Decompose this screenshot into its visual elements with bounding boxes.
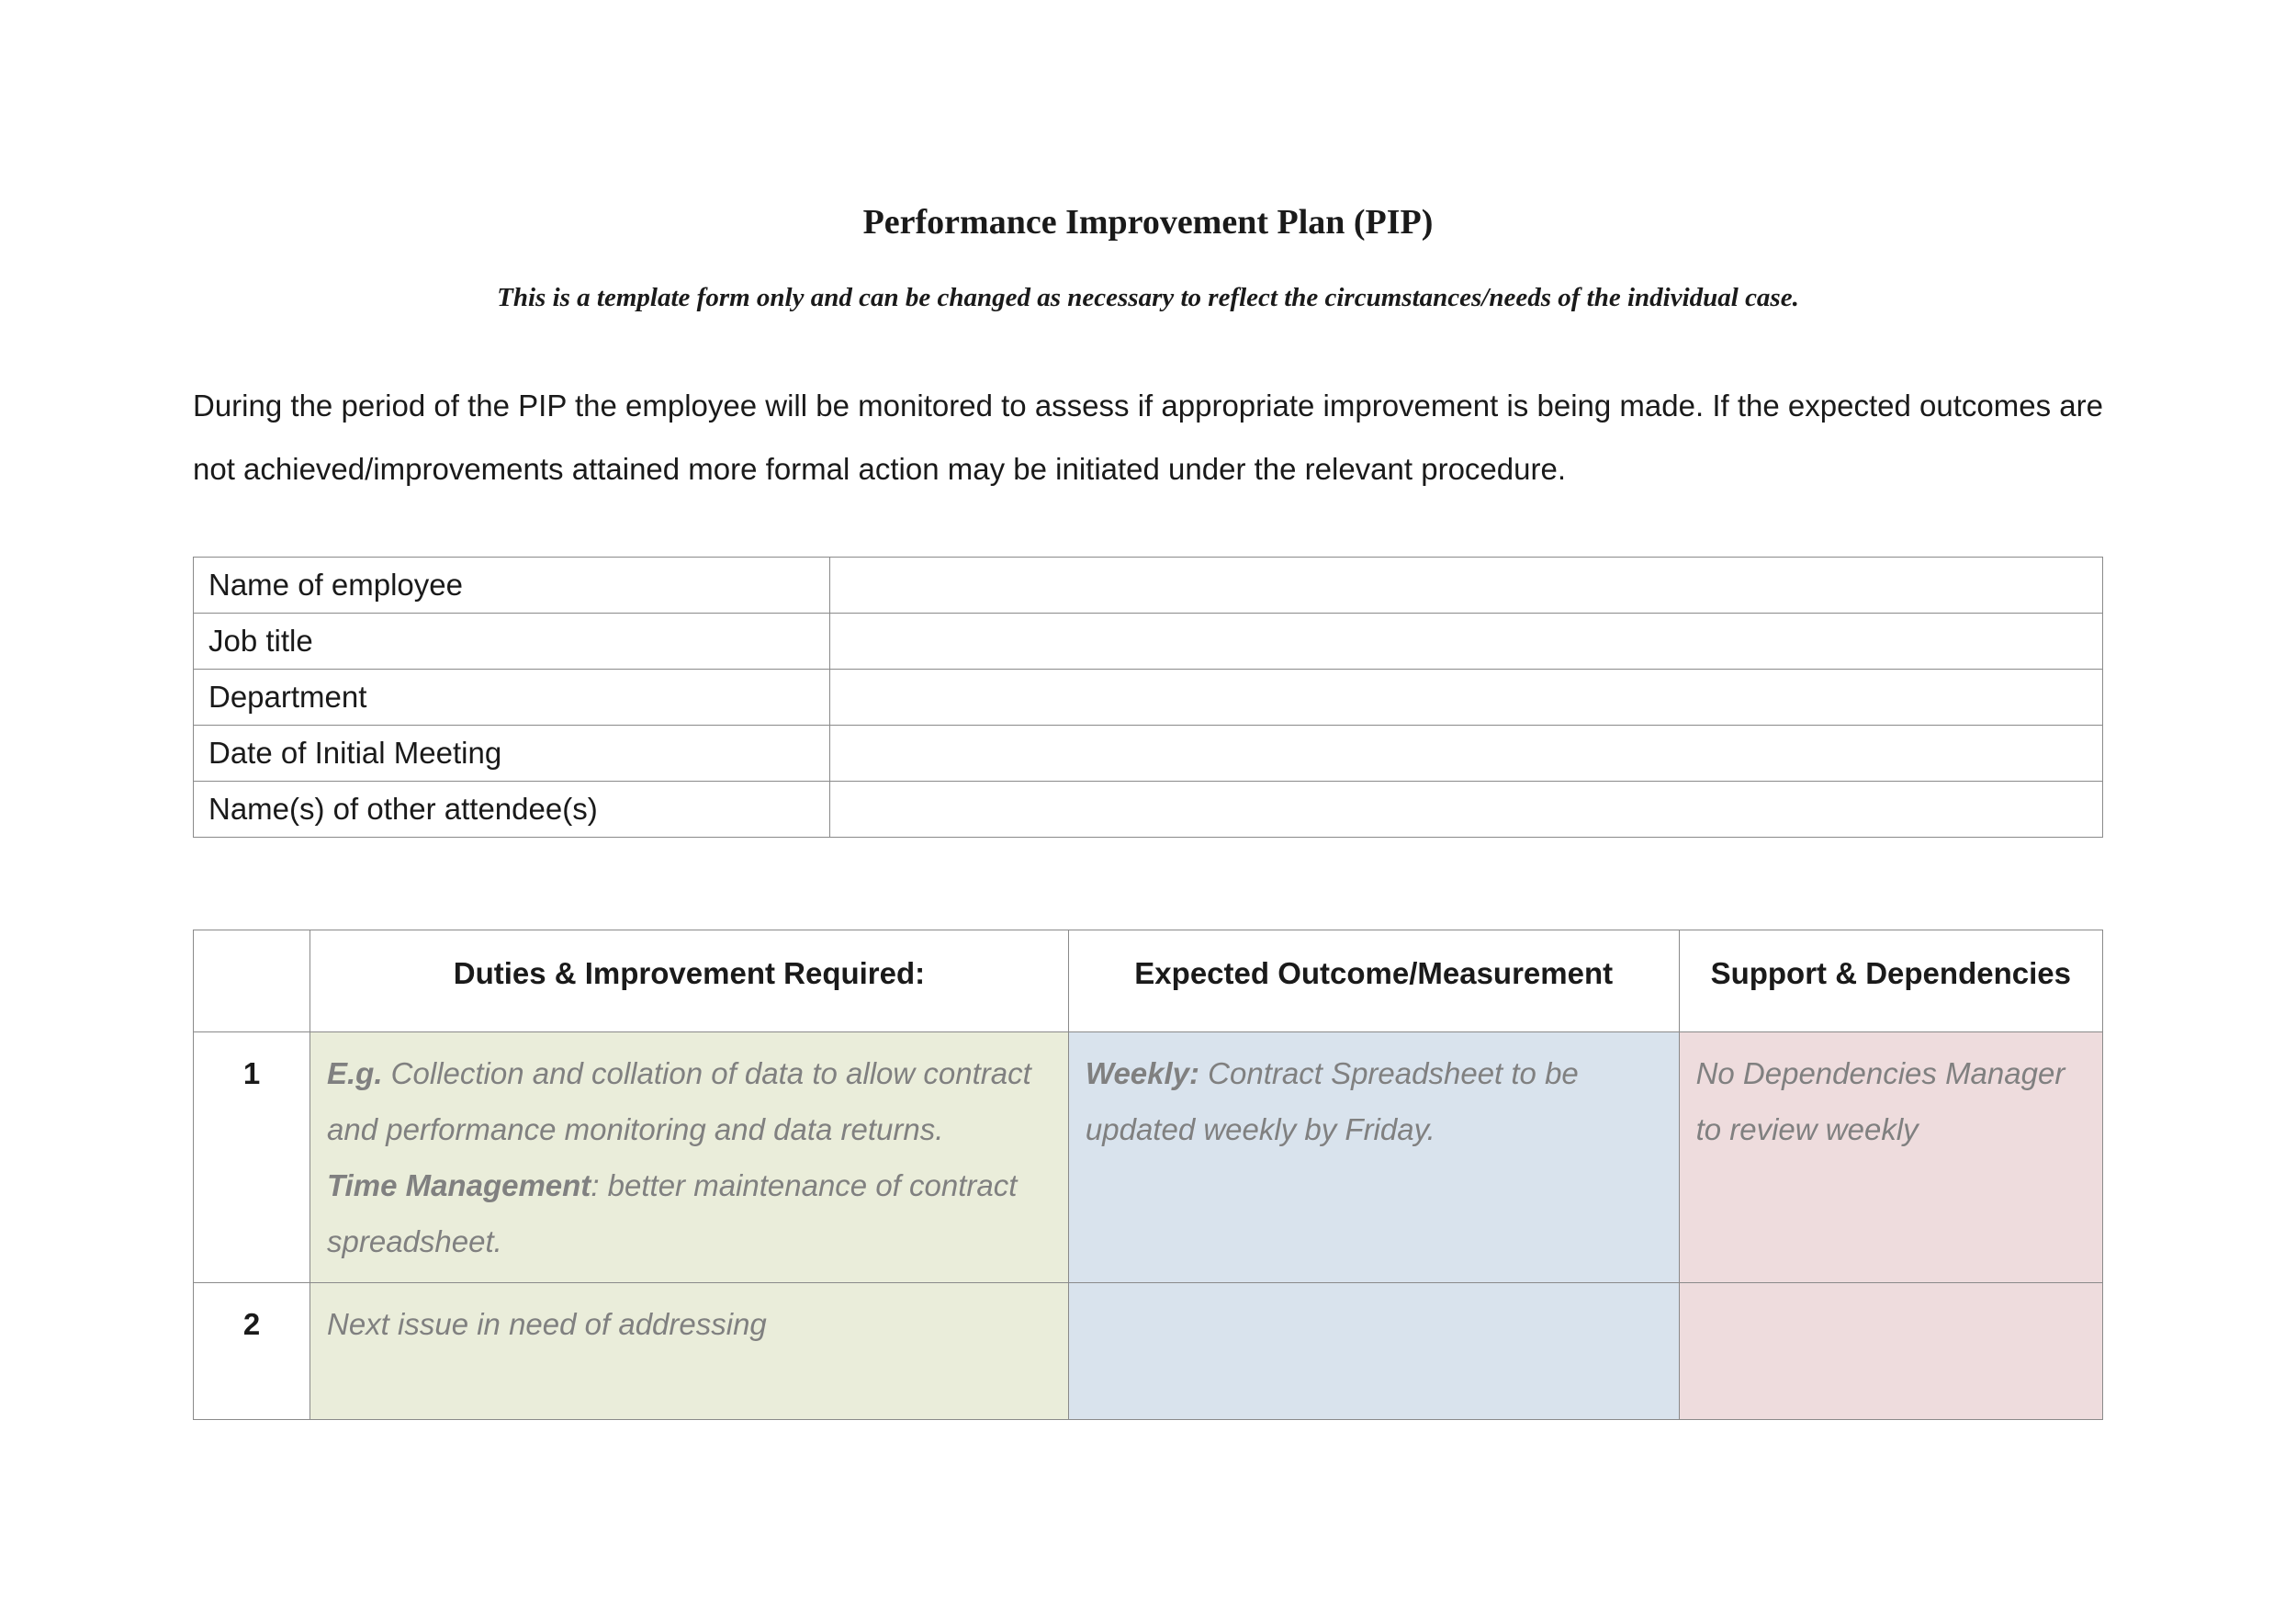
info-label: Date of Initial Meeting xyxy=(194,725,830,781)
info-label: Department xyxy=(194,669,830,725)
info-value xyxy=(830,613,2103,669)
doc-title: Performance Improvement Plan (PIP) xyxy=(193,202,2103,242)
info-row: Name of employee xyxy=(194,557,2103,613)
support-text: No Dependencies Manager to review weekly xyxy=(1696,1056,2065,1146)
col-header-outcome: Expected Outcome/Measurement xyxy=(1068,930,1679,1031)
info-row: Job title xyxy=(194,613,2103,669)
row-num: 1 xyxy=(194,1031,310,1282)
cell-outcome: Weekly: Contract Spreadsheet to be updat… xyxy=(1068,1031,1679,1282)
eg-text: Collection and collation of data to allo… xyxy=(327,1056,1031,1146)
cell-support xyxy=(1679,1282,2102,1419)
cell-outcome xyxy=(1068,1282,1679,1419)
duties-text: E.g. Collection and collation of data to… xyxy=(327,1056,1031,1258)
cell-duties: E.g. Collection and collation of data to… xyxy=(310,1031,1069,1282)
main-table-row: 2 Next issue in need of addressing xyxy=(194,1282,2103,1419)
info-value xyxy=(830,669,2103,725)
info-label: Name(s) of other attendee(s) xyxy=(194,781,830,837)
weekly-label: Weekly: xyxy=(1086,1056,1199,1090)
col-header-duties: Duties & Improvement Required: xyxy=(310,930,1069,1031)
outcome-text: Weekly: Contract Spreadsheet to be updat… xyxy=(1086,1056,1579,1146)
info-label: Job title xyxy=(194,613,830,669)
doc-subtitle: This is a template form only and can be … xyxy=(193,283,2103,313)
cell-duties: Next issue in need of addressing xyxy=(310,1282,1069,1419)
info-row: Name(s) of other attendee(s) xyxy=(194,781,2103,837)
tm-label: Time Management xyxy=(327,1168,591,1202)
info-row: Department xyxy=(194,669,2103,725)
eg-prefix: E.g. xyxy=(327,1056,383,1090)
doc-paragraph: During the period of the PIP the employe… xyxy=(193,374,2103,502)
duties-text: Next issue in need of addressing xyxy=(327,1307,767,1341)
info-value xyxy=(830,557,2103,613)
main-table: Duties & Improvement Required: Expected … xyxy=(193,930,2103,1420)
info-value xyxy=(830,781,2103,837)
cell-support: No Dependencies Manager to review weekly xyxy=(1679,1031,2102,1282)
info-value xyxy=(830,725,2103,781)
main-table-row: 1 E.g. Collection and collation of data … xyxy=(194,1031,2103,1282)
col-header-support: Support & Dependencies xyxy=(1679,930,2102,1031)
page: Performance Improvement Plan (PIP) This … xyxy=(0,0,2296,1623)
main-table-header-row: Duties & Improvement Required: Expected … xyxy=(194,930,2103,1031)
info-label: Name of employee xyxy=(194,557,830,613)
info-table: Name of employee Job title Department Da… xyxy=(193,557,2103,838)
col-header-num xyxy=(194,930,310,1031)
info-row: Date of Initial Meeting xyxy=(194,725,2103,781)
row-num: 2 xyxy=(194,1282,310,1419)
